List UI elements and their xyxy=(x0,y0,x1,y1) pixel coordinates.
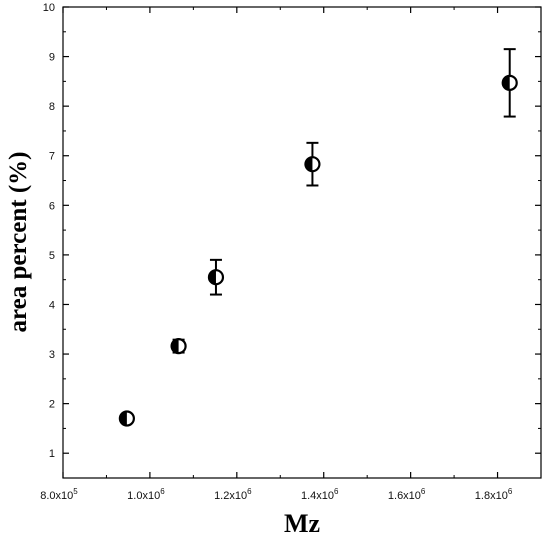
plot-frame xyxy=(62,6,542,479)
point-marker-fill xyxy=(171,339,179,354)
x-tick-label: 1.0x106 xyxy=(127,487,165,502)
data-points xyxy=(118,48,518,427)
point-marker-fill xyxy=(305,157,313,172)
x-tick-label: 1.8x106 xyxy=(475,487,513,502)
x-axis-ticks: 8.0x105 1.0x106 1.2x106 1.4x106 1.6x106 1.8x1… xyxy=(40,7,513,502)
y-tick-label: 8 xyxy=(49,101,55,113)
point-marker-fill xyxy=(208,270,216,285)
x-tick-label: 8.0x105 xyxy=(40,487,78,502)
data-point xyxy=(118,410,135,427)
y-tick-label: 2 xyxy=(49,399,55,411)
y-tick-label: 9 xyxy=(49,52,55,64)
y-tick-label: 5 xyxy=(49,250,55,262)
x-tick-label: 1.2x106 xyxy=(214,487,252,502)
point-marker-fill xyxy=(119,411,127,426)
data-point xyxy=(170,338,187,355)
x-tick-label: 1.4x106 xyxy=(301,487,339,502)
y-tick-label: 4 xyxy=(49,299,55,311)
data-point xyxy=(207,258,225,296)
y-tick-label: 10 xyxy=(43,2,55,14)
y-tick-label: 3 xyxy=(49,349,55,361)
y-tick-label: 7 xyxy=(49,151,55,163)
x-tick-label: 1.6x106 xyxy=(388,487,426,502)
data-point xyxy=(304,141,321,187)
point-marker-fill xyxy=(502,75,510,90)
y-tick-label: 6 xyxy=(49,200,55,212)
y-axis-ticks: 1 2 3 4 5 6 7 8 9 10 xyxy=(43,2,541,460)
data-point xyxy=(501,48,518,118)
y-axis-title: area percent (%) xyxy=(5,152,32,333)
y-tick-label: 1 xyxy=(49,448,55,460)
x-axis-title: Mz xyxy=(284,509,320,538)
